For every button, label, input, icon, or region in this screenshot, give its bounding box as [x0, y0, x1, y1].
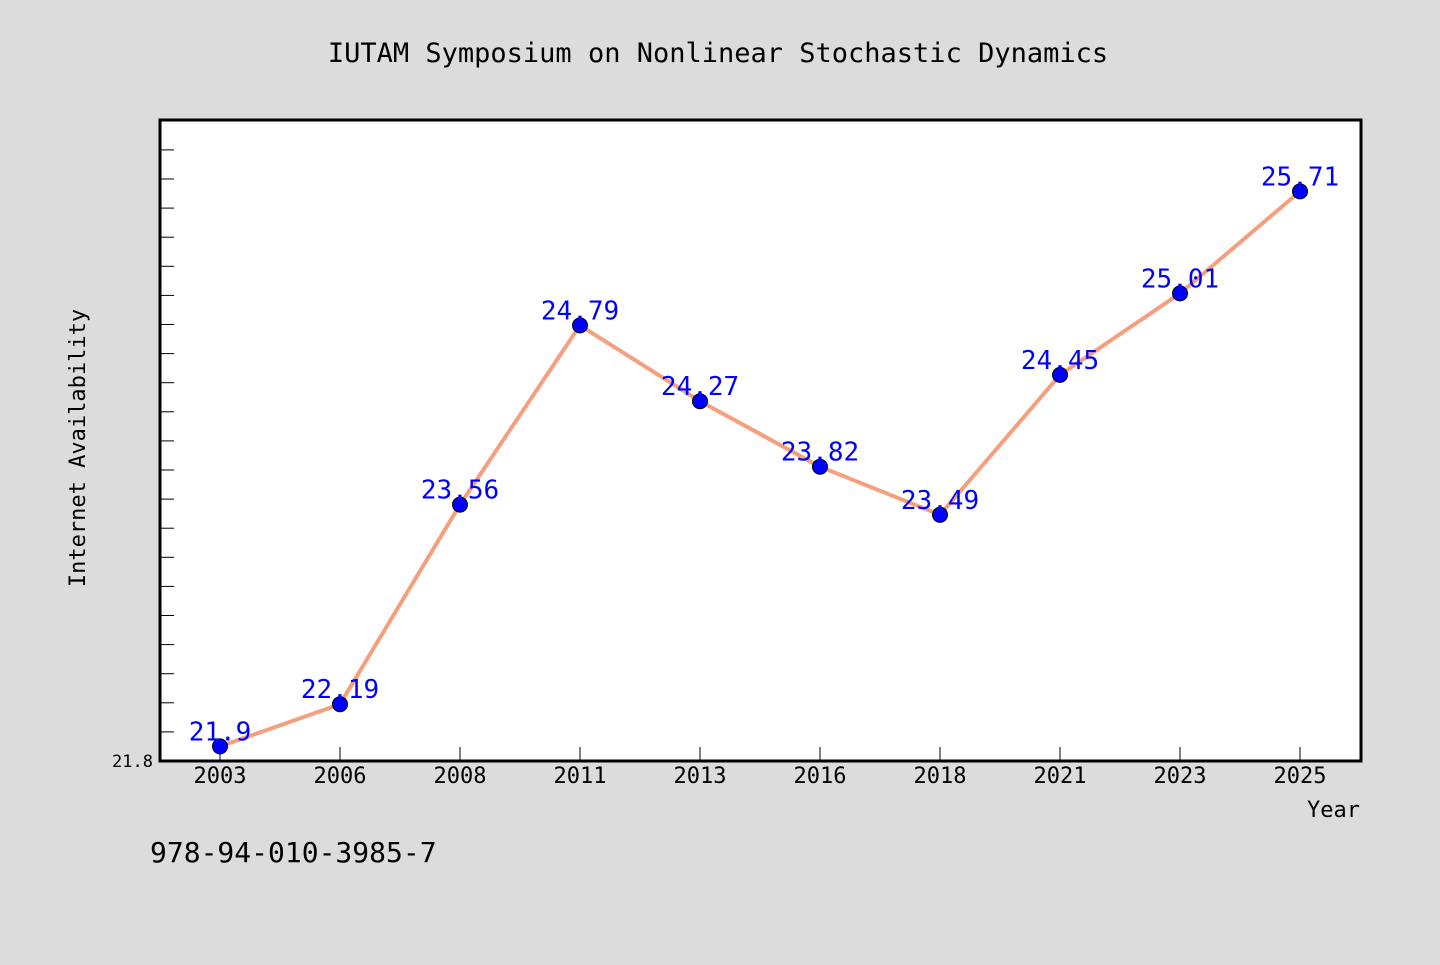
- data-point: [572, 317, 588, 334]
- x-axis-ticks: [219, 747, 1301, 761]
- x-tick-label: 2008: [434, 764, 487, 789]
- y-axis-ticks: [160, 149, 174, 762]
- data-label: 24.79: [541, 296, 619, 326]
- data-point: [1172, 285, 1188, 302]
- plot-area: [158, 118, 1363, 763]
- x-tick-label: 2016: [794, 764, 847, 789]
- chart-title: IUTAM Symposium on Nonlinear Stochastic …: [328, 38, 1108, 69]
- x-tick-label: 2013: [674, 764, 727, 789]
- y-tick-label: 21.8: [112, 752, 153, 772]
- data-label: 21.9: [189, 717, 252, 747]
- x-axis-tick-labels: 2003 2006 2008 2011 2013 2016 2018 2021 2023 2025: [194, 764, 1327, 789]
- x-tick-label: 2025: [1274, 764, 1327, 789]
- x-tick-label: 2003: [194, 764, 247, 789]
- isbn-text: 978-94-010-3985-7: [150, 836, 437, 869]
- data-label: 23.82: [781, 438, 859, 468]
- data-label: 22.19: [301, 675, 379, 705]
- data-label: 23.56: [421, 476, 499, 506]
- data-point: [1292, 183, 1308, 200]
- x-tick-label: 2006: [314, 764, 367, 789]
- data-point: [1052, 366, 1068, 383]
- y-axis-label: Internet Availability: [66, 309, 91, 587]
- data-label: 24.27: [661, 372, 739, 402]
- x-axis-label: Year: [1307, 798, 1360, 823]
- data-point: [692, 393, 708, 410]
- data-label: 23.49: [901, 486, 979, 516]
- data-label: 24.45: [1021, 346, 1099, 376]
- data-point: [932, 506, 948, 523]
- data-point: [452, 496, 468, 513]
- data-point: [332, 696, 348, 713]
- data-points: [212, 183, 1308, 755]
- series-line: [218, 189, 1302, 749]
- x-tick-label: 2018: [914, 764, 967, 789]
- x-tick-label: 2011: [554, 764, 607, 789]
- data-label: 25.71: [1261, 162, 1339, 192]
- data-label: 25.01: [1141, 264, 1219, 294]
- x-tick-label: 2021: [1034, 764, 1087, 789]
- data-point: [212, 738, 228, 755]
- data-labels: 21.9 22.19 23.56 24.79 24.27 23.82 23.49 24.45 2…: [189, 162, 1339, 747]
- x-tick-label: 2023: [1154, 764, 1207, 789]
- data-point: [812, 458, 828, 475]
